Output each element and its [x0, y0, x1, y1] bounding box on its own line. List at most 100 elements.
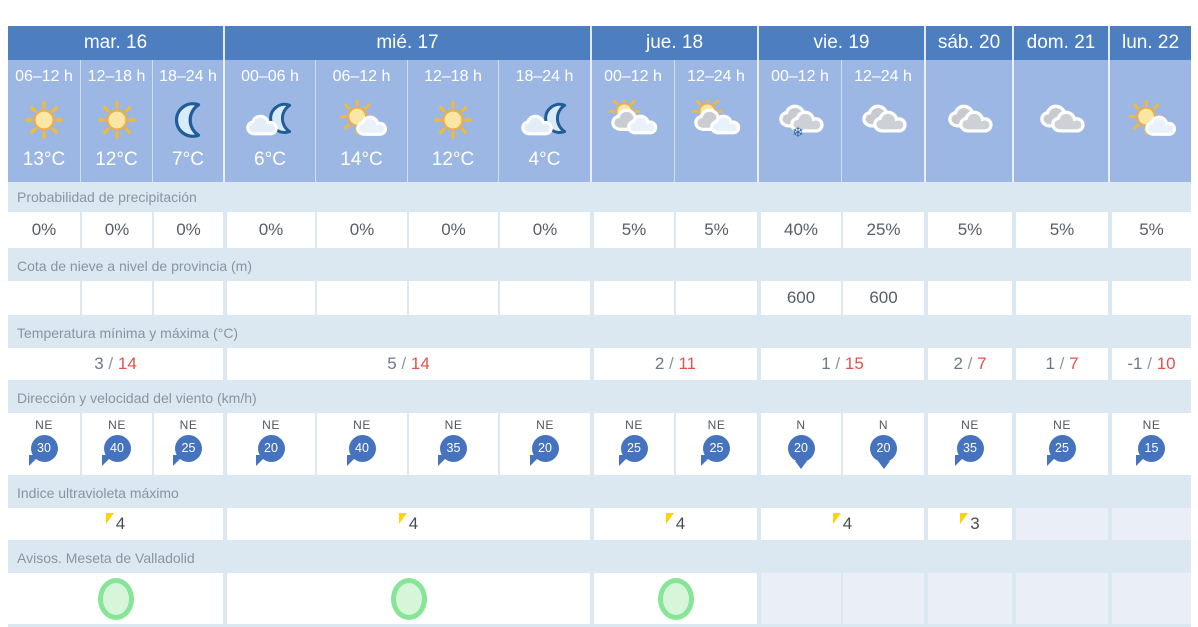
wind-cell: NE 25 — [1012, 413, 1108, 475]
uv-flag-icon — [665, 512, 674, 524]
wind-cell: NE 35 — [407, 413, 498, 475]
period-temperature: 14°C — [340, 149, 383, 170]
precipitation-cell: 5% — [590, 212, 674, 248]
temperature-separator: / — [396, 354, 411, 373]
precipitation-cell: 5% — [674, 212, 757, 248]
max-temperature: 14 — [410, 354, 430, 373]
clouds-icon — [943, 100, 995, 140]
uv-cell: 4 — [757, 508, 924, 540]
wind-cell: NE 25 — [152, 413, 223, 475]
time-period-label: 12–24 h — [687, 68, 745, 85]
weather-icon-wrap — [774, 91, 826, 149]
wind-speed-badge: 40 — [101, 435, 131, 466]
uv-value: 4 — [408, 514, 419, 533]
no-warning-icon — [97, 577, 134, 620]
wind-direction-label: NE — [707, 418, 726, 432]
wind-direction-arrow — [346, 455, 358, 466]
snow-level-cell — [8, 281, 80, 315]
time-period-label: 00–06 h — [241, 68, 299, 85]
time-period-label: 18–24 h — [515, 68, 574, 85]
cloud-moon-icon — [519, 100, 571, 140]
moon-icon — [162, 100, 214, 140]
day-header-cell: mié. 17 — [223, 26, 590, 60]
row-label-uv-index: Indice ultravioleta máximo — [8, 478, 1191, 508]
max-temperature: 7 — [1069, 354, 1079, 373]
period-temperature: 6°C — [254, 149, 286, 170]
uv-cell — [1108, 508, 1191, 540]
temperature-cell: 3 / 14 — [8, 348, 223, 380]
wind-speed-badge: 25 — [701, 435, 730, 466]
warning-cell — [1012, 573, 1108, 624]
time-period-label: 12–24 h — [854, 68, 912, 85]
temperature-separator: / — [103, 354, 118, 373]
warning-cell — [1108, 573, 1191, 624]
period-header-cell: 18–24 h 4°C — [498, 60, 590, 182]
weather-icon-wrap — [857, 91, 909, 149]
wind-cell: NE 20 — [498, 413, 590, 475]
row-label-wind: Dirección y velocidad del viento (km/h) — [8, 383, 1191, 413]
min-temperature: 5 — [387, 354, 397, 373]
wind-direction-arrow — [255, 455, 267, 466]
precipitation-cell: 25% — [841, 212, 924, 248]
snow-level-cell — [590, 281, 674, 315]
warning-cell — [590, 573, 757, 624]
warning-cell — [223, 573, 590, 624]
max-temperature: 10 — [1156, 354, 1176, 373]
wind-cell: NE 15 — [1108, 413, 1191, 475]
uv-cell: 3 — [924, 508, 1012, 540]
period-header-cell: 06–12 h 14°C — [315, 60, 407, 182]
wind-direction-label: NE — [444, 418, 463, 432]
weather-icon-wrap — [1035, 91, 1087, 149]
precipitation-row: 0% 0% 0% 0% 0% 0% 0% 5% 5% 40% 25% 5% 5% 5% — [8, 212, 1191, 251]
wind-direction-label: NE — [536, 418, 554, 432]
snow-level-row: 600 600 — [8, 281, 1191, 318]
warning-cell — [924, 573, 1012, 624]
temperature-cell: 2 / 7 — [924, 348, 1012, 380]
warning-cell — [841, 573, 924, 624]
uv-flag-icon — [960, 512, 969, 524]
min-temperature: 2 — [953, 354, 963, 373]
wind-direction-label: NE — [625, 418, 643, 432]
period-temperature: 7°C — [172, 149, 204, 170]
wind-speed-badge: 40 — [346, 435, 376, 466]
min-temperature: 1 — [1045, 354, 1055, 373]
uv-flag-icon — [398, 512, 407, 524]
uv-value: 3 — [970, 514, 980, 533]
wind-cell: NE 20 — [223, 413, 315, 475]
wind-speed-badge: 35 — [954, 435, 984, 466]
time-period-label: 12–18 h — [87, 68, 146, 85]
weather-icon-wrap — [244, 91, 296, 149]
temperature-cell: 1 / 15 — [757, 348, 924, 380]
wind-direction-arrow — [618, 455, 630, 466]
wind-cell: NE 25 — [674, 413, 757, 475]
sun-icon — [91, 100, 143, 140]
weather-icon-wrap — [943, 91, 995, 149]
period-header-cell: 12–24 h — [841, 60, 924, 182]
period-header-row: 06–12 h 13°C 12–18 h 12°C 18–24 h 7°C 00–06 h 6… — [8, 60, 1191, 182]
precipitation-cell: 0% — [315, 212, 407, 248]
sun-icon — [18, 100, 70, 140]
weather-icon-wrap — [690, 91, 742, 149]
uv-cell: 4 — [590, 508, 757, 540]
day-header-cell: vie. 19 — [757, 26, 924, 60]
weather-icon-wrap — [18, 91, 70, 149]
wind-direction-label: NE — [1142, 418, 1161, 432]
clouds-icon — [857, 100, 909, 140]
snow-level-cell — [223, 281, 315, 315]
uv-index-row: 4 4 4 4 3 — [8, 508, 1191, 543]
uv-value: 4 — [675, 514, 686, 533]
wind-direction-arrow — [173, 455, 184, 466]
precipitation-cell: 5% — [1012, 212, 1108, 248]
time-period-label: 06–12 h — [15, 68, 73, 85]
wind-speed-badge: 20 — [787, 435, 815, 469]
wind-direction-arrow — [701, 455, 712, 466]
period-header-cell: 00–06 h 6°C — [223, 60, 315, 182]
wind-direction-label: NE — [35, 418, 53, 432]
time-period-label: 00–12 h — [604, 68, 662, 85]
wind-speed-badge: 25 — [173, 435, 202, 466]
max-temperature: 7 — [977, 354, 987, 373]
temperature-separator: / — [664, 354, 679, 373]
row-label-snow-level: Cota de nieve a nivel de provincia (m) — [8, 251, 1191, 281]
weather-icon-wrap — [427, 91, 479, 149]
wind-direction-arrow — [795, 461, 807, 469]
